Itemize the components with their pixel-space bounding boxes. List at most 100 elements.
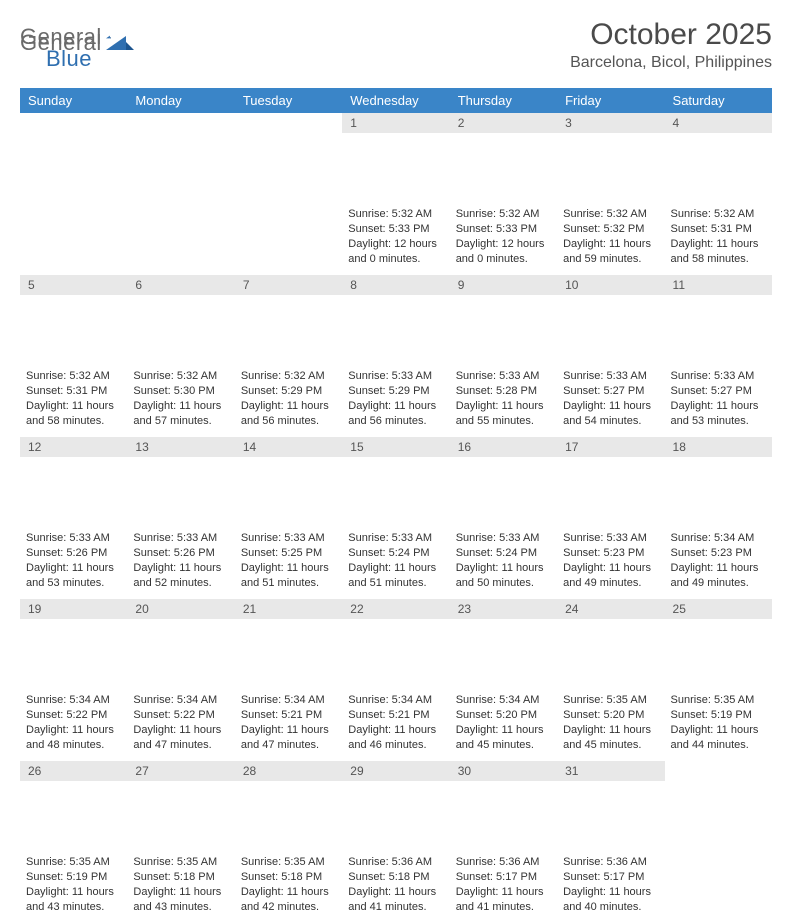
sunrise-text: Sunrise: 5:32 AM <box>241 369 336 384</box>
day-number-cell: 8 <box>342 275 449 365</box>
day-content-cell: Sunrise: 5:32 AMSunset: 5:33 PMDaylight:… <box>450 203 557 275</box>
sunrise-text: Sunrise: 5:33 AM <box>241 531 336 546</box>
day-number-cell: 26 <box>20 761 127 851</box>
day-content: Sunrise: 5:34 AMSunset: 5:23 PMDaylight:… <box>665 527 772 598</box>
weekday-header: Sunday <box>20 88 127 113</box>
daylight-text: Daylight: 11 hours and 40 minutes. <box>563 885 658 915</box>
day-number-cell: 18 <box>665 437 772 527</box>
day-content-cell: Sunrise: 5:36 AMSunset: 5:17 PMDaylight:… <box>450 851 557 923</box>
sunrise-text: Sunrise: 5:33 AM <box>133 531 228 546</box>
sunrise-text: Sunrise: 5:33 AM <box>348 531 443 546</box>
day-content-cell: Sunrise: 5:34 AMSunset: 5:23 PMDaylight:… <box>665 527 772 599</box>
daylight-text: Daylight: 11 hours and 47 minutes. <box>133 723 228 753</box>
day-content-row: Sunrise: 5:35 AMSunset: 5:19 PMDaylight:… <box>20 851 772 923</box>
day-content <box>20 203 127 215</box>
daylight-text: Daylight: 11 hours and 52 minutes. <box>133 561 228 591</box>
sunrise-text: Sunrise: 5:34 AM <box>26 693 121 708</box>
sunrise-text: Sunrise: 5:36 AM <box>563 855 658 870</box>
day-number: 6 <box>127 275 234 295</box>
day-content: Sunrise: 5:35 AMSunset: 5:19 PMDaylight:… <box>20 851 127 922</box>
daylight-text: Daylight: 11 hours and 49 minutes. <box>671 561 766 591</box>
day-content-cell: Sunrise: 5:34 AMSunset: 5:21 PMDaylight:… <box>235 689 342 761</box>
sunrise-text: Sunrise: 5:34 AM <box>241 693 336 708</box>
day-content: Sunrise: 5:32 AMSunset: 5:31 PMDaylight:… <box>665 203 772 274</box>
day-content: Sunrise: 5:35 AMSunset: 5:18 PMDaylight:… <box>235 851 342 922</box>
sunrise-text: Sunrise: 5:33 AM <box>26 531 121 546</box>
day-number: 27 <box>127 761 234 781</box>
day-content: Sunrise: 5:33 AMSunset: 5:25 PMDaylight:… <box>235 527 342 598</box>
sunrise-text: Sunrise: 5:33 AM <box>671 369 766 384</box>
day-content: Sunrise: 5:33 AMSunset: 5:27 PMDaylight:… <box>557 365 664 436</box>
sunset-text: Sunset: 5:33 PM <box>348 222 443 237</box>
day-content-cell: Sunrise: 5:34 AMSunset: 5:21 PMDaylight:… <box>342 689 449 761</box>
day-number <box>665 761 772 767</box>
day-number: 18 <box>665 437 772 457</box>
daylight-text: Daylight: 11 hours and 42 minutes. <box>241 885 336 915</box>
sunrise-text: Sunrise: 5:34 AM <box>348 693 443 708</box>
sunset-text: Sunset: 5:26 PM <box>26 546 121 561</box>
day-content-cell: Sunrise: 5:36 AMSunset: 5:17 PMDaylight:… <box>557 851 664 923</box>
weekday-header: Tuesday <box>235 88 342 113</box>
day-number: 11 <box>665 275 772 295</box>
sunset-text: Sunset: 5:18 PM <box>241 870 336 885</box>
sunrise-text: Sunrise: 5:34 AM <box>456 693 551 708</box>
sunrise-text: Sunrise: 5:33 AM <box>348 369 443 384</box>
day-number-cell: 30 <box>450 761 557 851</box>
daylight-text: Daylight: 11 hours and 55 minutes. <box>456 399 551 429</box>
day-number-cell: 4 <box>665 113 772 203</box>
day-content-row: Sunrise: 5:32 AMSunset: 5:31 PMDaylight:… <box>20 365 772 437</box>
day-content-cell: Sunrise: 5:32 AMSunset: 5:31 PMDaylight:… <box>665 203 772 275</box>
day-number: 21 <box>235 599 342 619</box>
sunset-text: Sunset: 5:23 PM <box>671 546 766 561</box>
sunset-text: Sunset: 5:19 PM <box>26 870 121 885</box>
day-content: Sunrise: 5:35 AMSunset: 5:18 PMDaylight:… <box>127 851 234 922</box>
day-content: Sunrise: 5:33 AMSunset: 5:24 PMDaylight:… <box>450 527 557 598</box>
sunset-text: Sunset: 5:23 PM <box>563 546 658 561</box>
day-content <box>665 851 772 863</box>
daylight-text: Daylight: 11 hours and 58 minutes. <box>671 237 766 267</box>
day-content: Sunrise: 5:33 AMSunset: 5:26 PMDaylight:… <box>127 527 234 598</box>
day-content-cell: Sunrise: 5:35 AMSunset: 5:18 PMDaylight:… <box>127 851 234 923</box>
sunset-text: Sunset: 5:24 PM <box>456 546 551 561</box>
day-content: Sunrise: 5:33 AMSunset: 5:23 PMDaylight:… <box>557 527 664 598</box>
weekday-header: Wednesday <box>342 88 449 113</box>
daylight-text: Daylight: 11 hours and 51 minutes. <box>348 561 443 591</box>
day-content-row: Sunrise: 5:33 AMSunset: 5:26 PMDaylight:… <box>20 527 772 599</box>
day-number: 14 <box>235 437 342 457</box>
day-number-cell <box>20 113 127 203</box>
day-number-cell: 1 <box>342 113 449 203</box>
day-content-cell: Sunrise: 5:33 AMSunset: 5:29 PMDaylight:… <box>342 365 449 437</box>
daynum-row: 262728293031 <box>20 761 772 851</box>
day-content-cell <box>235 203 342 275</box>
daylight-text: Daylight: 11 hours and 43 minutes. <box>133 885 228 915</box>
sunset-text: Sunset: 5:24 PM <box>348 546 443 561</box>
day-number <box>127 113 234 119</box>
day-number-cell: 19 <box>20 599 127 689</box>
day-number-cell <box>127 113 234 203</box>
day-content-row: Sunrise: 5:34 AMSunset: 5:22 PMDaylight:… <box>20 689 772 761</box>
day-number: 9 <box>450 275 557 295</box>
daylight-text: Daylight: 11 hours and 50 minutes. <box>456 561 551 591</box>
day-content-cell: Sunrise: 5:35 AMSunset: 5:19 PMDaylight:… <box>20 851 127 923</box>
day-number <box>235 113 342 119</box>
logo-triangle-icon <box>106 34 134 52</box>
day-number: 3 <box>557 113 664 133</box>
day-number-cell <box>665 761 772 851</box>
day-content-cell: Sunrise: 5:32 AMSunset: 5:29 PMDaylight:… <box>235 365 342 437</box>
day-content-cell: Sunrise: 5:33 AMSunset: 5:27 PMDaylight:… <box>557 365 664 437</box>
day-content-cell <box>20 203 127 275</box>
day-number-cell: 20 <box>127 599 234 689</box>
day-number-cell: 13 <box>127 437 234 527</box>
day-content-cell: Sunrise: 5:32 AMSunset: 5:33 PMDaylight:… <box>342 203 449 275</box>
sunset-text: Sunset: 5:20 PM <box>563 708 658 723</box>
day-number-cell: 14 <box>235 437 342 527</box>
day-number: 16 <box>450 437 557 457</box>
daylight-text: Daylight: 11 hours and 41 minutes. <box>348 885 443 915</box>
daylight-text: Daylight: 11 hours and 57 minutes. <box>133 399 228 429</box>
day-number-cell: 2 <box>450 113 557 203</box>
daylight-text: Daylight: 12 hours and 0 minutes. <box>456 237 551 267</box>
day-content-cell: Sunrise: 5:33 AMSunset: 5:26 PMDaylight:… <box>20 527 127 599</box>
logo-blue-text-wrap: Blue <box>46 46 92 72</box>
daylight-text: Daylight: 11 hours and 48 minutes. <box>26 723 121 753</box>
day-number: 5 <box>20 275 127 295</box>
